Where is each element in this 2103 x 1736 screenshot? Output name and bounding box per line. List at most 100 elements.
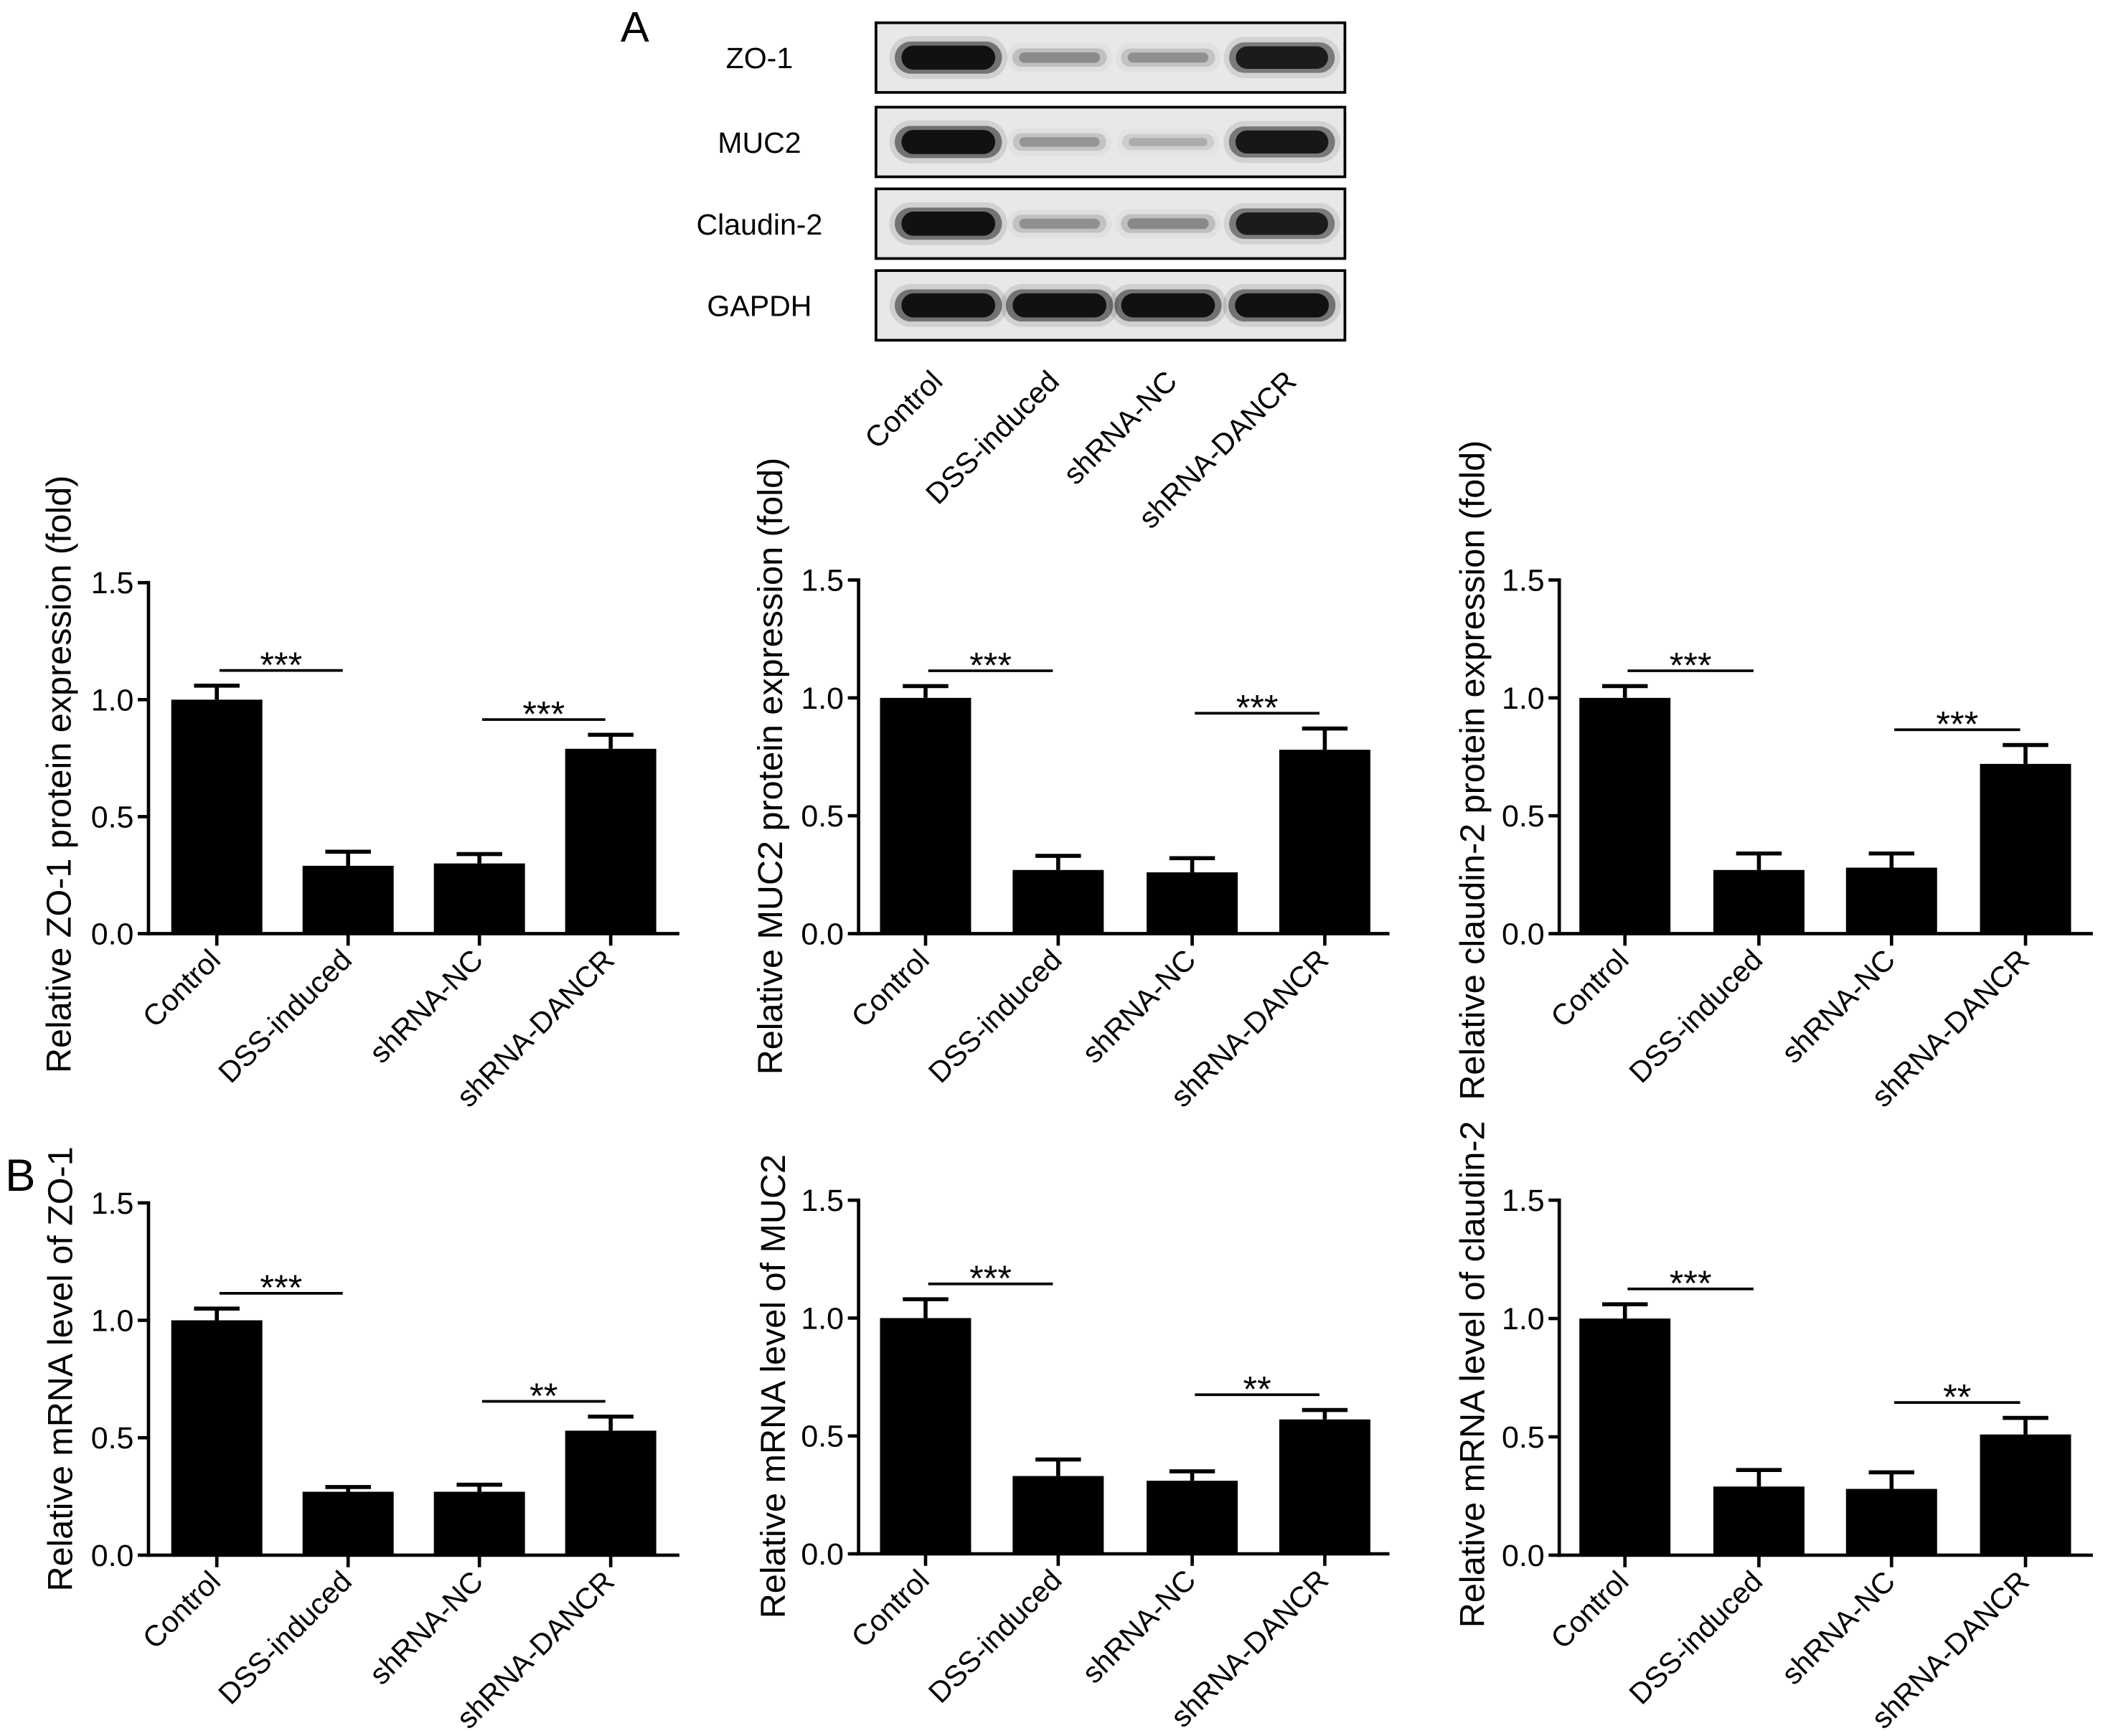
x-tick-label: Control	[845, 1563, 936, 1654]
x-tick-label: DSS-induced	[922, 943, 1068, 1090]
blot-band-glow	[1235, 293, 1330, 318]
blot-row-claudin-2: Claudin-2	[697, 187, 1347, 260]
bar-shrna-dancr	[565, 748, 657, 934]
y-axis-label: Relative mRNA level of MUC2	[754, 1154, 793, 1618]
bar-dss-induced	[302, 865, 394, 934]
y-tick-label: 1.5	[91, 1187, 134, 1221]
significance-label: ***	[260, 644, 302, 685]
blot-band	[1012, 133, 1106, 151]
y-tick-label: 1.5	[91, 566, 134, 600]
y-tick-label: 0.5	[1502, 799, 1545, 834]
x-tick-label: shRNA-NC	[1076, 943, 1202, 1070]
y-tick-label: 0.5	[801, 1420, 844, 1454]
blot-lane-label: shRNA-NC	[1057, 364, 1183, 491]
y-tick-label: 1.0	[1502, 681, 1545, 716]
y-tick-label: 0.0	[801, 1537, 844, 1572]
y-tick-label: 1.5	[1502, 563, 1545, 598]
x-tick-label: Control	[136, 1565, 227, 1655]
blot-band-glow	[901, 45, 996, 70]
y-tick-label: 0.0	[91, 917, 134, 951]
x-tick-label: Control	[1544, 943, 1634, 1034]
y-axis-label: Relative ZO-1 protein expression (fold)	[40, 476, 79, 1073]
x-tick-label: DSS-induced	[212, 1565, 358, 1711]
y-tick-label: 1.0	[801, 1301, 844, 1336]
bar-shrna-nc	[1845, 867, 1937, 934]
y-tick-label: 0.5	[91, 800, 134, 834]
blot-band-glow	[901, 293, 996, 318]
bar-shrna-nc	[1845, 1489, 1937, 1555]
blot-band-glow	[1127, 52, 1209, 63]
y-tick-label: 1.0	[801, 681, 844, 716]
y-tick-label: 0.5	[801, 799, 844, 834]
significance-label: ***	[969, 1258, 1012, 1298]
blot-band-glow	[901, 212, 996, 236]
bar-shrna-dancr	[1279, 750, 1370, 934]
bar-control	[880, 1318, 971, 1555]
bar-shrna-dancr	[1279, 1419, 1370, 1555]
blot-band-glow	[1127, 218, 1209, 230]
blot-row-label: GAPDH	[707, 290, 811, 323]
bar-shrna-nc	[1147, 1481, 1238, 1555]
significance-label: **	[1943, 1376, 1971, 1417]
y-tick-label: 1.5	[801, 563, 844, 598]
blot-row-label: Claudin-2	[697, 208, 823, 241]
bar-control	[171, 699, 263, 934]
blot-band	[1121, 133, 1215, 151]
y-tick-label: 1.0	[91, 683, 134, 717]
y-axis-label: Relative mRNA level of claudin-2	[1454, 1121, 1492, 1628]
x-tick-label: DSS-induced	[212, 943, 358, 1090]
blot-band	[1012, 214, 1107, 233]
blot-band-glow	[1236, 212, 1328, 235]
significance-label: ***	[1670, 1263, 1712, 1303]
y-tick-label: 1.5	[801, 1184, 844, 1218]
significance-label: ***	[260, 1267, 302, 1308]
y-tick-label: 1.0	[91, 1303, 134, 1338]
y-tick-label: 0.0	[801, 917, 844, 951]
y-axis-label: Relative MUC2 protein expression (fold)	[751, 458, 790, 1075]
blot-band-glow	[1019, 218, 1100, 229]
blot-band-glow	[1121, 293, 1215, 318]
bar-dss-induced	[1012, 869, 1104, 934]
x-tick-label: Control	[1544, 1565, 1634, 1655]
x-tick-label: shRNA-NC	[1076, 1563, 1202, 1689]
x-tick-label: Control	[136, 943, 227, 1034]
western-blot: ZO-1MUC2Claudin-2GAPDHControlDSS-induced…	[697, 21, 1347, 534]
blot-band-glow	[1235, 130, 1329, 154]
blot-row-label: ZO-1	[726, 42, 794, 75]
significance-label: ***	[1936, 704, 1978, 745]
blot-band-glow	[1012, 293, 1107, 318]
x-tick-label: DSS-induced	[1623, 943, 1769, 1090]
blot-band	[1121, 214, 1215, 233]
blot-band-glow	[1019, 137, 1100, 147]
blot-band	[1121, 48, 1215, 67]
bar-shrna-nc	[433, 863, 525, 934]
y-axis-label: Relative claudin-2 protein expression (f…	[1454, 440, 1492, 1100]
blot-band	[1012, 48, 1107, 67]
blot-row-gapdh: GAPDH	[707, 269, 1347, 342]
x-tick-label: DSS-induced	[1623, 1565, 1769, 1711]
y-tick-label: 1.5	[1502, 1184, 1545, 1218]
blot-band-glow	[1019, 52, 1101, 63]
x-tick-label: DSS-induced	[922, 1563, 1068, 1709]
bar-dss-induced	[1713, 1486, 1805, 1555]
blot-row-zo-1: ZO-1	[726, 21, 1347, 94]
y-tick-label: 1.0	[1502, 1302, 1545, 1336]
bar-shrna-dancr	[1980, 1434, 2071, 1555]
y-tick-label: 0.5	[1502, 1420, 1545, 1455]
bar-control	[171, 1320, 263, 1555]
blot-band-glow	[1129, 138, 1208, 146]
bar-control	[880, 697, 971, 934]
significance-label: ***	[522, 693, 565, 734]
y-tick-label: 0.0	[91, 1539, 134, 1573]
x-tick-label: shRNA-NC	[363, 1565, 489, 1691]
blot-lane-label: Control	[858, 364, 949, 455]
panel-label-b: B	[5, 1151, 35, 1201]
blot-band-glow	[1236, 46, 1328, 69]
significance-label: ***	[1670, 644, 1712, 685]
